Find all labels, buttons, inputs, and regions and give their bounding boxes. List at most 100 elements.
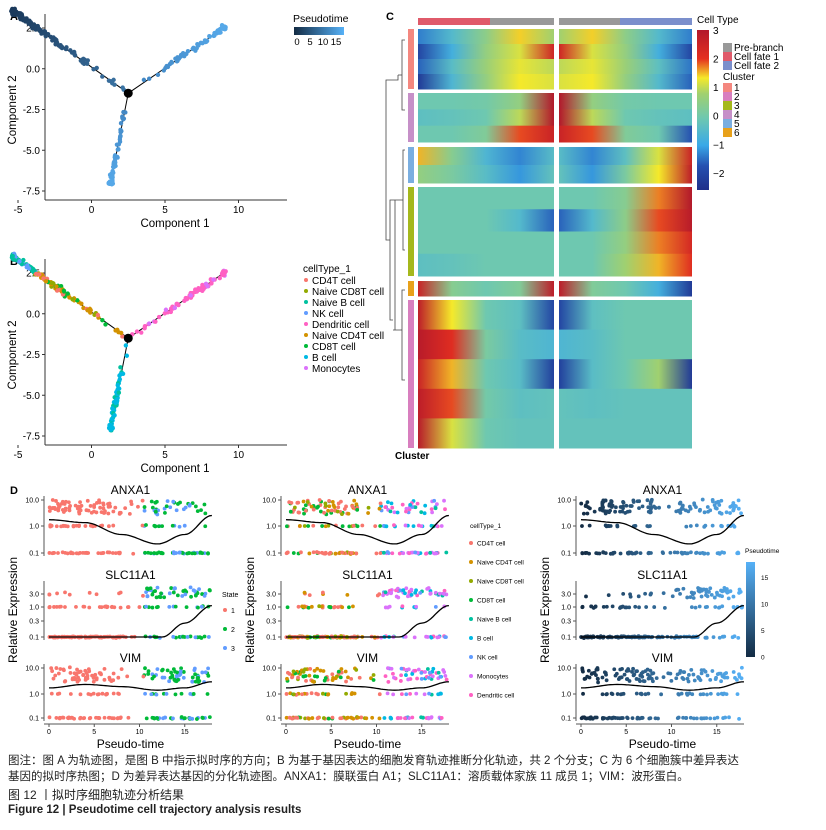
- cell-point: [63, 679, 68, 683]
- cell-point: [739, 676, 744, 681]
- cell-point: [726, 596, 731, 601]
- cell-point: [50, 498, 55, 502]
- cell-point: [287, 500, 292, 505]
- cell-point: [207, 715, 212, 719]
- cell-point: [351, 604, 355, 609]
- cell-point: [724, 510, 729, 515]
- cell-point: [155, 667, 160, 672]
- cell-point: [182, 716, 187, 721]
- cell-point: [713, 605, 718, 609]
- cell-point: [429, 715, 434, 720]
- cell-point: [733, 675, 737, 680]
- cell-point: [351, 716, 356, 721]
- cell-point: [712, 595, 717, 600]
- cell-point: [309, 691, 314, 696]
- cell-point: [184, 605, 189, 610]
- cell-point: [94, 592, 99, 597]
- y-tick-label: -7.5: [23, 187, 41, 198]
- cell-point: [704, 590, 709, 594]
- cell-point: [47, 605, 52, 609]
- cell-fate-2-annotation: [620, 18, 692, 25]
- cell-point: [117, 137, 123, 142]
- cell-point: [605, 716, 610, 721]
- cell-point: [53, 41, 59, 47]
- cell-point: [309, 504, 314, 509]
- legend-item-label: Naive CD4T cell: [312, 331, 384, 342]
- cluster-legend-label: 2: [734, 92, 740, 103]
- cell-point: [54, 499, 58, 503]
- legend-item-label: CD4T cell: [312, 276, 356, 287]
- cell-point: [119, 667, 124, 672]
- x-tick-label: 5: [162, 450, 168, 461]
- cell-point: [111, 509, 116, 514]
- cell-point: [180, 551, 185, 555]
- cell-point: [320, 590, 325, 595]
- cell-point: [79, 301, 84, 306]
- cluster-legend-label: 3: [734, 101, 740, 112]
- cell-point: [399, 673, 404, 678]
- cell-point: [173, 56, 178, 61]
- heatmap-row: [418, 165, 554, 184]
- y-tick-label: 1.0: [266, 605, 276, 612]
- y-tick-label: 0.3: [29, 619, 39, 626]
- cell-point: [412, 635, 417, 640]
- cell-point: [200, 551, 205, 556]
- cluster-legend-title: Cluster: [723, 72, 755, 83]
- cell-point: [142, 505, 147, 509]
- cell-point: [339, 670, 344, 675]
- cell-point: [366, 511, 371, 515]
- cell-point: [679, 691, 684, 696]
- cell-point: [653, 506, 658, 510]
- cell-point: [54, 37, 59, 43]
- cell-point: [117, 373, 122, 378]
- cell-point: [302, 605, 307, 609]
- cell-point: [702, 524, 707, 529]
- cell-point: [310, 716, 315, 720]
- state-legend-label: 3: [231, 646, 235, 653]
- smooth-trend-line: [580, 514, 744, 545]
- cell-point: [110, 406, 115, 411]
- cell-point: [43, 34, 48, 39]
- cell-point: [331, 676, 335, 680]
- cell-point: [643, 692, 648, 697]
- cell-point: [198, 287, 203, 292]
- cell-point: [427, 691, 431, 696]
- cell-point: [677, 509, 682, 514]
- cell-point: [386, 605, 390, 610]
- cell-point: [672, 550, 677, 555]
- cell-point: [110, 175, 115, 180]
- cell-point: [70, 297, 75, 302]
- cell-point: [423, 670, 427, 674]
- cell-point: [196, 679, 201, 684]
- cell-point: [100, 317, 105, 323]
- cell-point: [87, 590, 92, 595]
- cell-point: [339, 667, 344, 671]
- cell-point: [167, 605, 172, 609]
- cell-point: [62, 523, 67, 528]
- cell-point: [309, 604, 314, 609]
- cell-point: [118, 121, 124, 126]
- cell-point: [415, 593, 420, 598]
- colorbar-tick-label: 0: [713, 112, 719, 123]
- cell-point: [686, 509, 691, 514]
- cell-point: [595, 677, 600, 681]
- cell-point: [624, 503, 629, 508]
- cell-point: [169, 670, 174, 675]
- celltype-legend-label: Naive B cell: [477, 617, 512, 624]
- smooth-trend-line: [581, 681, 744, 691]
- y-tick-label: -2.5: [23, 350, 41, 361]
- y-tick-label: 3.0: [29, 592, 39, 599]
- cell-point: [12, 9, 17, 14]
- cell-point: [604, 692, 609, 697]
- expression-panel-1: ANXA1 10.0 1.0 0.1 SLC11A1 3.0 1.0 0.3 0.1 VIM 10.…: [6, 483, 212, 751]
- cell-point: [400, 604, 405, 609]
- cell-point: [296, 510, 301, 515]
- cell-point: [344, 716, 349, 720]
- cell-point: [439, 691, 443, 696]
- cell-point: [86, 667, 91, 672]
- cell-point: [678, 591, 682, 596]
- cell-point: [701, 692, 706, 697]
- pseudotime-legend-tick: 10: [318, 37, 329, 48]
- cell-point: [357, 675, 362, 680]
